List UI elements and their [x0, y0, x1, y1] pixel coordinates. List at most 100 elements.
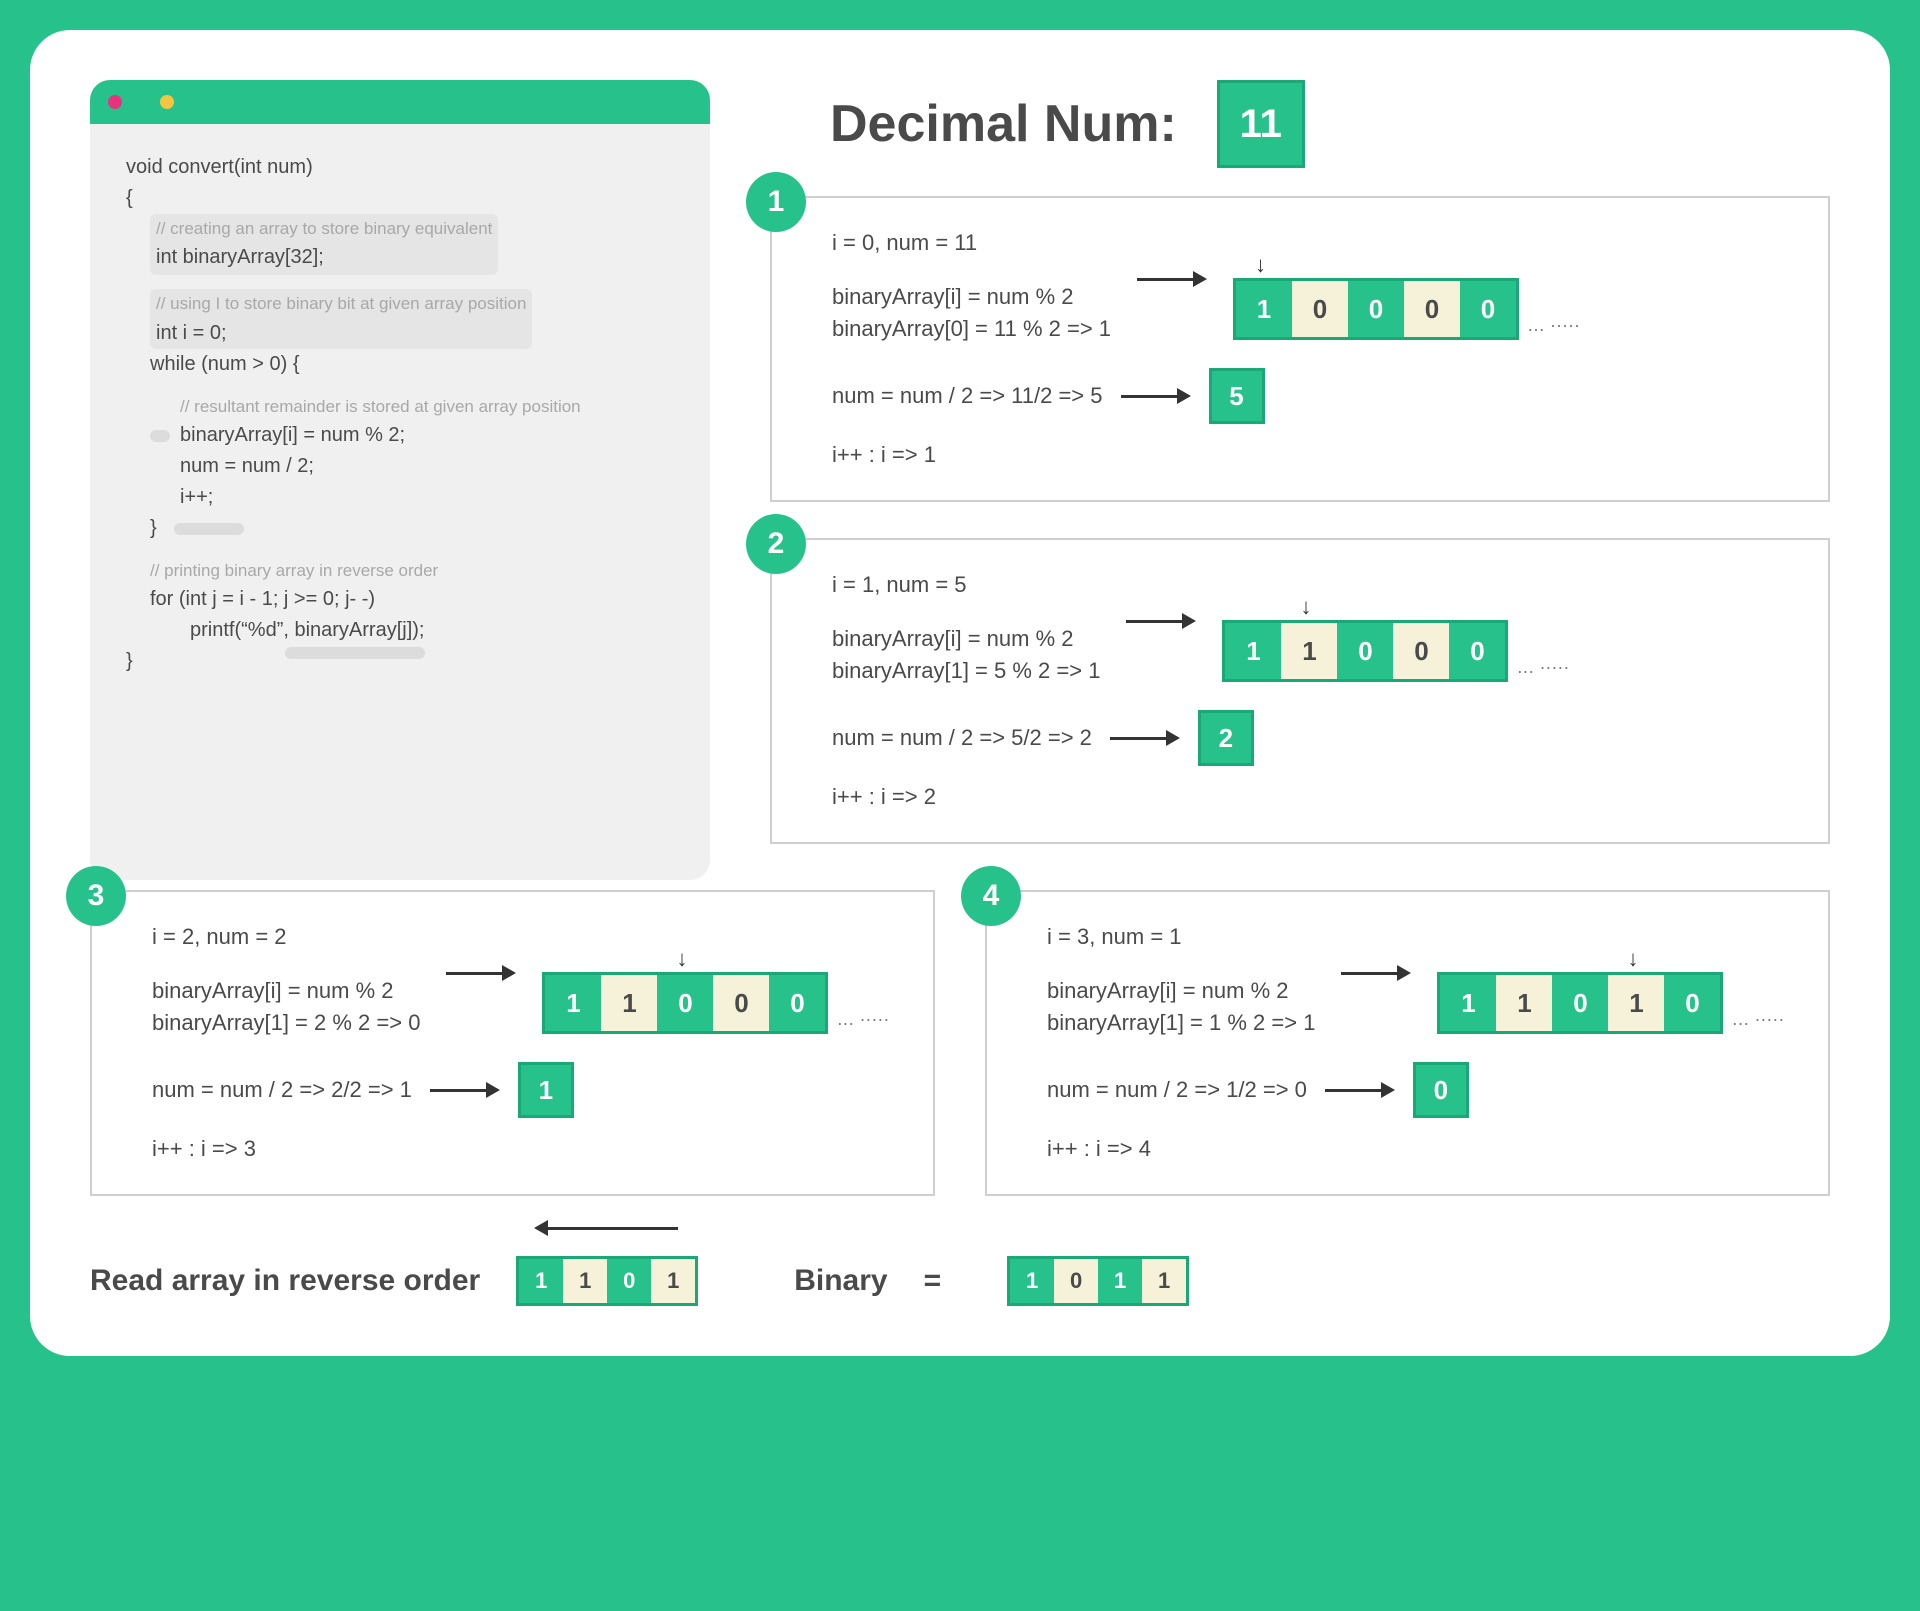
step-state: i = 0, num = 11	[832, 230, 1792, 256]
array-cell: 1	[1225, 623, 1281, 679]
array-cell: 1	[1608, 975, 1664, 1031]
division-result-box: 5	[1209, 368, 1265, 424]
code-comment: // creating an array to store binary equ…	[156, 216, 492, 242]
step-division: num = num / 2 => 11/2 => 5	[832, 383, 1103, 409]
array-cell: 1	[1010, 1259, 1054, 1303]
code-line: for (int j = i - 1; j >= 0; j- -)	[150, 584, 678, 615]
array-cell: 0	[607, 1259, 651, 1303]
window-dot-red	[108, 95, 122, 109]
window-titlebar	[90, 80, 710, 124]
arrow-right-icon	[1341, 972, 1411, 974]
code-line: {	[126, 183, 678, 214]
code-window: void convert(int num) { // creating an a…	[90, 80, 710, 880]
code-comment: // using I to store binary bit at given …	[156, 291, 526, 317]
ellipsis: … ·····	[1731, 1009, 1784, 1030]
step-increment: i++ : i => 4	[1047, 1136, 1792, 1162]
array-cell: 1	[519, 1259, 563, 1303]
step-increment: i++ : i => 3	[152, 1136, 897, 1162]
step-increment: i++ : i => 1	[832, 442, 1792, 468]
array-cell: 1	[601, 975, 657, 1031]
window-dot-yellow	[160, 95, 174, 109]
step-number-badge: 2	[746, 514, 806, 574]
step-division: num = num / 2 => 1/2 => 0	[1047, 1077, 1307, 1103]
read-array: 1101	[516, 1256, 698, 1306]
arrow-right-icon	[1110, 737, 1180, 739]
window-dot-green	[134, 95, 148, 109]
step-panel-4: 4i = 3, num = 1binaryArray[i] = num % 2b…	[985, 890, 1830, 1196]
array-cell: 0	[1449, 623, 1505, 679]
division-result-box: 1	[518, 1062, 574, 1118]
code-line: binaryArray[i] = num % 2;	[180, 424, 405, 446]
array-cell: 0	[769, 975, 825, 1031]
arrow-right-icon	[1325, 1089, 1395, 1091]
arrow-right-icon	[1121, 395, 1191, 397]
array-cell: 0	[1404, 281, 1460, 337]
step-state: i = 2, num = 2	[152, 924, 897, 950]
final-row: Read array in reverse order 1101 Binary …	[90, 1256, 1830, 1306]
array-pointer-icon: ↓	[1300, 594, 1311, 620]
arrow-right-icon	[446, 972, 516, 974]
step-number-badge: 1	[746, 172, 806, 232]
array-cell: 1	[1281, 623, 1337, 679]
step-panel-2: 2i = 1, num = 5binaryArray[i] = num % 2b…	[770, 538, 1830, 844]
read-reverse-label: Read array in reverse order	[90, 1264, 480, 1298]
code-line: num = num / 2;	[180, 451, 678, 482]
array-cell: 0	[1292, 281, 1348, 337]
code-comment: // printing binary array in reverse orde…	[150, 558, 678, 584]
array-cell: 0	[1337, 623, 1393, 679]
array-cell: 0	[657, 975, 713, 1031]
code-body: void convert(int num) { // creating an a…	[90, 124, 710, 709]
step-expr: binaryArray[0] = 11 % 2 => 1	[832, 316, 1111, 342]
ellipsis: … ·····	[1527, 315, 1580, 336]
array-cell: 1	[545, 975, 601, 1031]
equals-sign: =	[924, 1264, 942, 1298]
code-line: while (num > 0) {	[150, 349, 678, 380]
code-line: i++;	[180, 482, 678, 513]
array-cell: 0	[1348, 281, 1404, 337]
binary-array: 11010	[1437, 972, 1723, 1034]
array-cell: 0	[713, 975, 769, 1031]
decimal-label: Decimal Num:	[830, 94, 1177, 154]
binary-array: 11000	[542, 972, 828, 1034]
step-expr: binaryArray[i] = num % 2	[152, 978, 420, 1004]
step-number-badge: 3	[66, 866, 126, 926]
step-number-badge: 4	[961, 866, 1021, 926]
infographic-canvas: void convert(int num) { // creating an a…	[30, 30, 1890, 1356]
ellipsis: … ·····	[836, 1009, 889, 1030]
code-line: void convert(int num)	[126, 152, 678, 183]
title-row: Decimal Num: 11	[830, 80, 1830, 168]
step-expr: binaryArray[i] = num % 2	[1047, 978, 1315, 1004]
step-expr: binaryArray[i] = num % 2	[832, 284, 1111, 310]
array-cell: 0	[1552, 975, 1608, 1031]
code-block-highlight: // creating an array to store binary equ…	[150, 214, 498, 275]
arrow-right-icon	[1137, 278, 1207, 280]
arrow-right-icon	[1126, 620, 1196, 622]
code-line: }	[150, 517, 157, 539]
code-line: int binaryArray[32];	[156, 242, 492, 273]
array-cell: 0	[1393, 623, 1449, 679]
code-line: printf(“%d”, binaryArray[j]);	[190, 619, 425, 641]
division-result-box: 0	[1413, 1062, 1469, 1118]
ellipsis: … ·····	[1516, 657, 1569, 678]
step-division: num = num / 2 => 5/2 => 2	[832, 725, 1092, 751]
step-expr: binaryArray[1] = 1 % 2 => 1	[1047, 1010, 1315, 1036]
code-line: int i = 0;	[156, 318, 526, 349]
array-cell: 1	[1496, 975, 1552, 1031]
step-panel-3: 3i = 2, num = 2binaryArray[i] = num % 2b…	[90, 890, 935, 1196]
step-state: i = 1, num = 5	[832, 572, 1792, 598]
array-cell: 0	[1460, 281, 1516, 337]
array-pointer-icon: ↓	[1627, 946, 1638, 972]
array-cell: 1	[1098, 1259, 1142, 1303]
array-cell: 1	[1236, 281, 1292, 337]
code-comment: // resultant remainder is stored at give…	[180, 394, 678, 420]
binary-label: Binary	[794, 1264, 887, 1298]
binary-array: 11000	[1222, 620, 1508, 682]
array-cell: 1	[1440, 975, 1496, 1031]
step-division: num = num / 2 => 2/2 => 1	[152, 1077, 412, 1103]
step-state: i = 3, num = 1	[1047, 924, 1792, 950]
reverse-arrow-icon	[534, 1220, 678, 1236]
arrow-right-icon	[430, 1089, 500, 1091]
array-pointer-icon: ↓	[676, 946, 687, 972]
array-cell: 1	[651, 1259, 695, 1303]
array-pointer-icon: ↓	[1255, 252, 1266, 278]
